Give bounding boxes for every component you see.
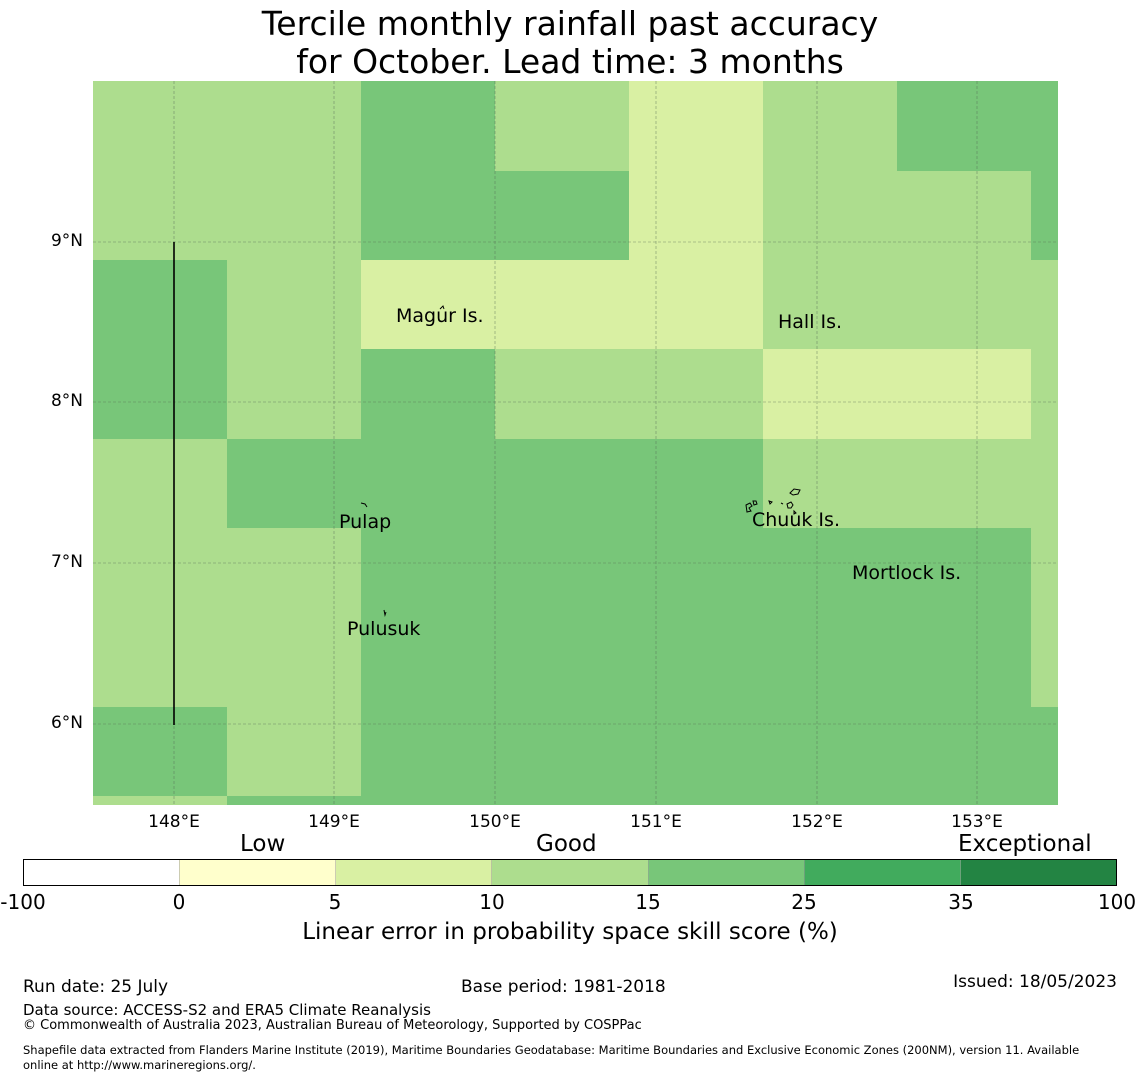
island-shape: [768, 500, 773, 505]
colorbar-tick: 0: [172, 890, 186, 914]
colorbar-swatch: [647, 858, 805, 887]
grid-cell: [629, 171, 763, 260]
grid-cell: [93, 260, 227, 349]
run-date: Run date: 25 July: [23, 977, 169, 997]
grid-cell: [629, 81, 763, 171]
grid-cell: [361, 171, 629, 260]
grid-cell: [227, 349, 361, 439]
lon-tick-label: 151°E: [630, 812, 682, 832]
grid-cell: [93, 171, 361, 260]
lon-tick-label: 153°E: [951, 812, 1003, 832]
colorbar-swatch: [960, 858, 1118, 887]
grid-cell: [361, 260, 763, 349]
colorbar-tick: 15: [635, 890, 661, 914]
colorbar-label: Linear error in probability space skill …: [302, 919, 838, 945]
lat-tick-label: 7°N: [50, 552, 83, 572]
colorbar-swatch: [179, 858, 336, 887]
colorbar-category-good: Good: [536, 831, 597, 857]
grid-cell: [93, 349, 227, 439]
skill-score-map: [93, 81, 1058, 805]
grid-cell: [763, 349, 1031, 439]
grid-cell: [93, 796, 227, 805]
skill-cells: [93, 81, 1058, 805]
grid-cell: [227, 796, 1058, 805]
colorbar-tick: 25: [791, 890, 817, 914]
lat-tick-label: 8°N: [50, 391, 83, 411]
colorbar-category-exceptional: Exceptional: [958, 831, 1092, 857]
colorbar-tick: -100: [0, 890, 46, 914]
island-outlines: [360, 305, 801, 617]
grid-cell: [1031, 528, 1058, 707]
grid-cell: [495, 81, 629, 171]
lon-tick-label: 150°E: [469, 812, 521, 832]
lat-tick-label: 6°N: [50, 713, 83, 733]
map-grid: [93, 81, 1058, 805]
grid-cell: [361, 81, 495, 171]
colorbar-tick: 100: [1097, 890, 1137, 914]
colorbar-swatches: [22, 858, 1118, 887]
island-label-chuuk: Chuuk Is.: [752, 509, 840, 531]
data-source: Data source: ACCESS-S2 and ERA5 Climate …: [23, 1001, 431, 1019]
issued-date: Issued: 18/05/2023: [953, 972, 1117, 992]
grid-cell: [93, 439, 227, 528]
grid-cell: [897, 81, 1058, 171]
colorbar-category-low: Low: [240, 831, 286, 857]
colorbar-swatch: [335, 858, 493, 887]
grid-cell: [763, 439, 1058, 528]
island-label-mortlock: Mortlock Is.: [852, 562, 962, 584]
grid-cell: [763, 171, 1031, 260]
grid-cell: [763, 81, 897, 171]
island-shape: [789, 488, 801, 496]
island-shape: [786, 501, 794, 509]
lon-tick-label: 152°E: [791, 812, 843, 832]
colorbar-tick: 5: [328, 890, 342, 914]
grid-cell: [227, 260, 361, 349]
base-period: Base period: 1981-2018: [461, 977, 666, 997]
colorbar-tick: 10: [479, 890, 505, 914]
grid-cell: [93, 81, 361, 171]
lon-tick-label: 149°E: [308, 812, 360, 832]
island-label-magur: Magur Is.: [396, 305, 484, 327]
colorbar-tick: 35: [948, 890, 974, 914]
grid-cell: [93, 707, 227, 796]
island-shape: [752, 500, 758, 506]
grid-cell: [763, 260, 1058, 349]
shapefile-credit-line-2: online at http://www.marineregions.org/.: [23, 1058, 256, 1072]
shapefile-credit-line-1: Shapefile data extracted from Flanders M…: [23, 1043, 1080, 1057]
island-shape: [780, 502, 784, 505]
colorbar-swatch: [491, 858, 649, 887]
grid-cell: [1031, 349, 1058, 439]
lat-tick-label: 9°N: [50, 231, 83, 251]
island-shape: [745, 502, 753, 513]
island-label-pulap: Pulap: [339, 511, 392, 533]
colorbar-swatch: [22, 858, 180, 887]
colorbar-swatch: [804, 858, 961, 887]
colorbar: [22, 858, 1118, 887]
island-shape: [360, 502, 368, 508]
island-shape: [793, 509, 797, 515]
grid-cell: [361, 528, 1031, 707]
island-label-pulusuk: Pulusuk: [347, 618, 421, 640]
copyright: © Commonwealth of Australia 2023, Austra…: [23, 1018, 642, 1033]
grid-cell: [495, 349, 763, 439]
grid-cell: [227, 707, 361, 796]
colorbar-segments: [22, 858, 1118, 887]
grid-cell: [1031, 171, 1058, 260]
lon-tick-label: 148°E: [148, 812, 200, 832]
title-line-1: Tercile monthly rainfall past accuracy: [261, 4, 879, 43]
island-label-hall: Hall Is.: [778, 311, 843, 333]
map-title: Tercile monthly rainfall past accuracy f…: [0, 5, 1140, 81]
grid-cell: [361, 707, 1058, 796]
grid-cell: [361, 349, 495, 439]
grid-cell: [93, 528, 361, 707]
island-shape: [383, 609, 387, 617]
island-shape: [439, 305, 445, 310]
title-line-2: for October. Lead time: 3 months: [296, 42, 844, 81]
